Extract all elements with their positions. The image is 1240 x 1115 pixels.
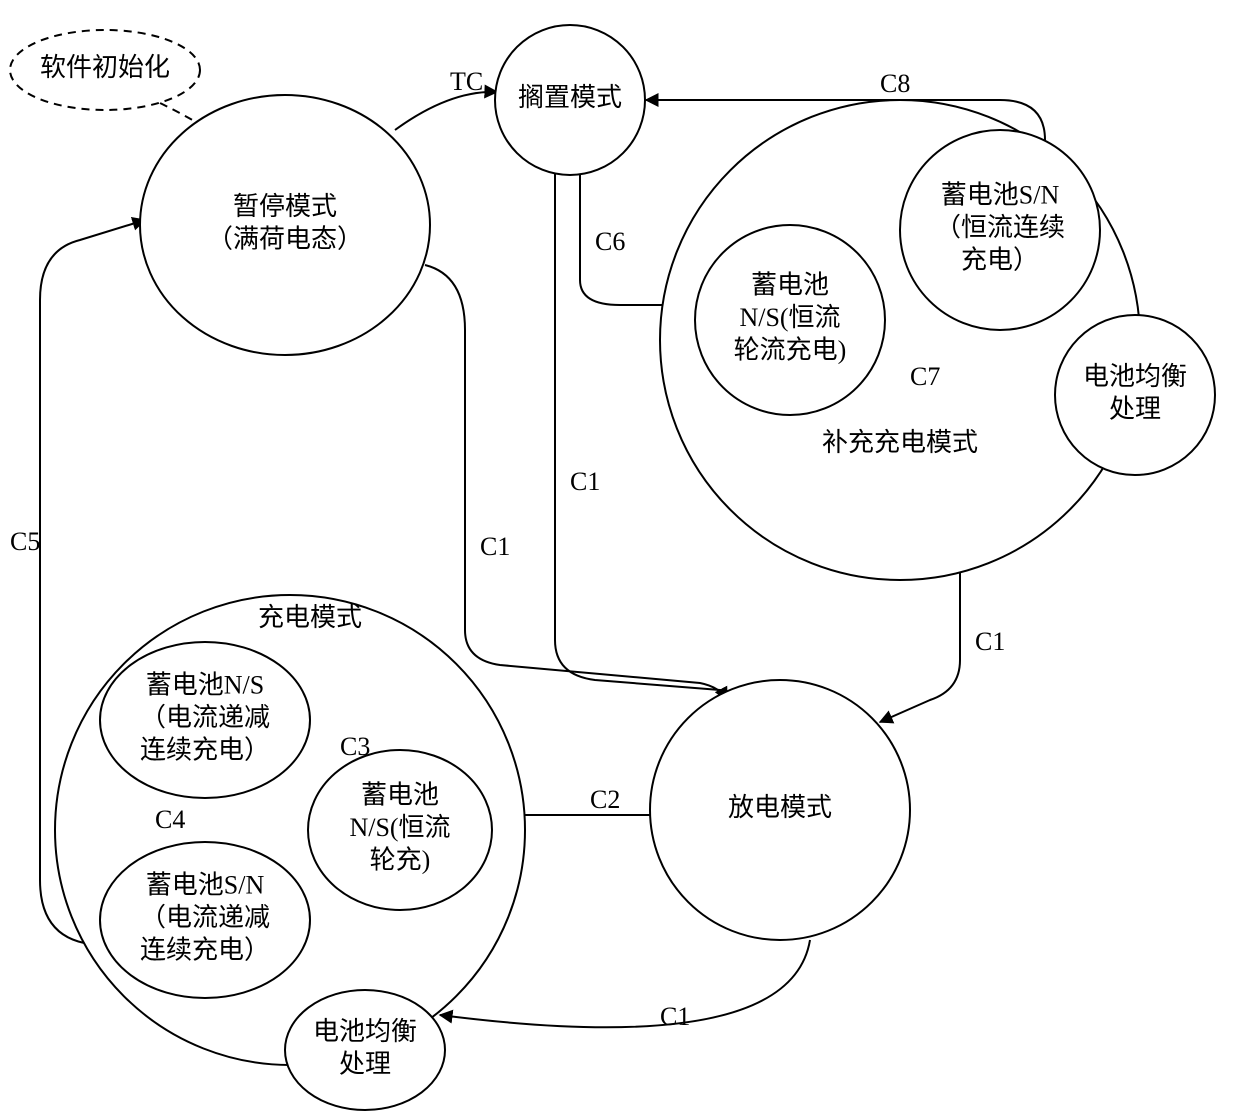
node-text-charge_sn_dec: 蓄电池S/N（电流递减连续充电） [140, 870, 270, 964]
node-text-init: 软件初始化 [40, 53, 170, 82]
edge-label-charge-pause-C5: C5 [10, 527, 40, 556]
edge-label-discharge-charge-C2: C2 [590, 785, 620, 814]
edge-label-pause-idle-TC: TC [450, 67, 483, 96]
label-supp_label: 补充充电模式 [822, 428, 978, 457]
edge-label-supp-idle-C8: C8 [880, 69, 910, 98]
edge-label-pause-discharge-C1: C1 [480, 532, 510, 561]
node-text-idle: 搁置模式 [518, 83, 622, 112]
node-text-charge_ns_dec: 蓄电池N/S（电流递减连续充电） [140, 670, 270, 764]
label-charge_label: 充电模式 [258, 603, 362, 632]
edge-label-charge-discharge-C1: C1 [660, 1002, 690, 1031]
edge-charge-discharge-C1 [440, 940, 810, 1027]
edge-label-chargecc-dec-C3: C3 [340, 732, 370, 761]
edge-supp-discharge-C1 [880, 570, 960, 722]
edge-label-suppns-suppsn-C7: C7 [910, 362, 940, 391]
edge-label-supp-discharge-C1: C1 [975, 627, 1005, 656]
edge-pause-idle-TC [395, 92, 497, 130]
edge-label-idle-discharge-C1: C1 [570, 467, 600, 496]
node-text-discharge: 放电模式 [728, 793, 832, 822]
edge-label-idle-supp-C6: C6 [595, 227, 625, 256]
edge-label-decns-decsn-C4: C4 [155, 805, 185, 834]
